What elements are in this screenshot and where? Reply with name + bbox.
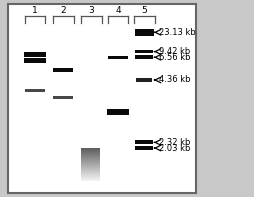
Bar (53, 96, 73, 99)
Bar (108, 56, 128, 59)
Text: 3: 3 (88, 6, 94, 15)
Bar (135, 55, 153, 59)
Bar (135, 140, 153, 144)
Text: 9.42 kb: 9.42 kb (158, 47, 189, 56)
Text: 4: 4 (115, 6, 120, 15)
Bar (135, 50, 153, 54)
Bar (25, 89, 45, 92)
Text: 2.32 kb: 2.32 kb (158, 138, 189, 147)
Bar (24, 58, 46, 63)
Bar (135, 146, 153, 150)
Bar (107, 109, 128, 115)
Text: 6.56 kb: 6.56 kb (158, 53, 189, 62)
Text: 1: 1 (32, 6, 38, 15)
Text: 4.36 kb: 4.36 kb (158, 75, 189, 85)
Text: 2.03 kb: 2.03 kb (158, 144, 189, 152)
Bar (24, 52, 46, 57)
Text: 2: 2 (60, 6, 66, 15)
Bar (53, 68, 73, 72)
Bar (8, 4, 196, 193)
Bar (136, 78, 152, 82)
Bar (134, 29, 154, 35)
Text: 23.13 kb: 23.13 kb (158, 28, 195, 37)
Text: 5: 5 (141, 6, 147, 15)
